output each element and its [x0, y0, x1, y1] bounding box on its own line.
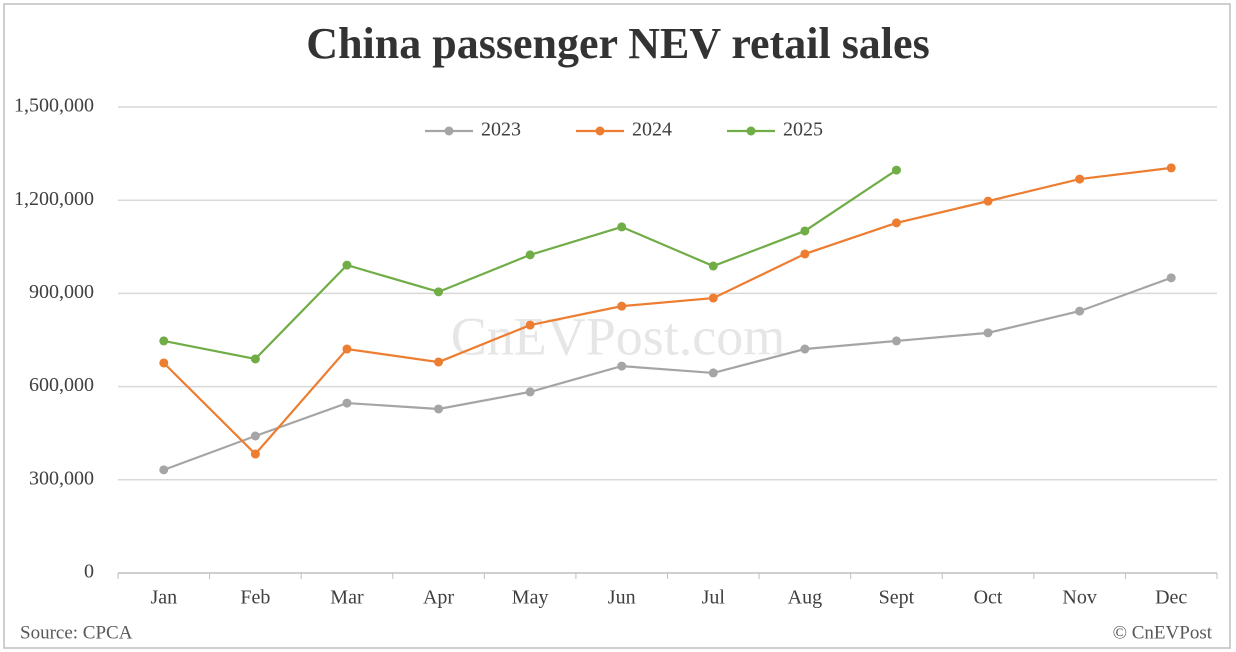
chart-title: China passenger NEV retail sales [306, 19, 929, 68]
point [434, 287, 444, 297]
y-tick-label: 1,500,000 [14, 95, 94, 117]
watermark: CnEVPost.com [451, 306, 786, 366]
point [250, 431, 260, 441]
series-line [163, 166, 1172, 456]
point [434, 404, 444, 414]
legend-marker [746, 126, 756, 136]
x-tick-label: Jan [150, 587, 177, 609]
x-tick-label: Mar [330, 587, 364, 609]
point [708, 368, 718, 378]
y-tick-label: 300,000 [29, 467, 94, 489]
point [525, 320, 535, 330]
legend-marker [595, 126, 605, 136]
point [1166, 273, 1176, 283]
point [891, 336, 901, 346]
y-tick-label: 1,200,000 [14, 188, 94, 210]
point [1075, 306, 1085, 316]
x-tick-label: Sept [879, 587, 915, 609]
point [434, 357, 444, 367]
point [342, 398, 352, 408]
legend-label: 2025 [783, 119, 823, 141]
point [525, 250, 535, 260]
y-tick-label: 0 [84, 561, 94, 583]
point [342, 260, 352, 270]
x-tick-label: Feb [240, 587, 270, 609]
point [250, 449, 260, 459]
point [708, 293, 718, 303]
x-tick-label: Nov [1062, 587, 1096, 609]
point [800, 226, 810, 236]
x-tick-label: Jul [702, 587, 726, 609]
point [159, 336, 169, 346]
x-tick-label: Dec [1155, 587, 1187, 609]
x-tick-label: Apr [423, 587, 454, 609]
legend-label: 2023 [481, 119, 521, 141]
point [617, 361, 627, 371]
x-tick-label: May [512, 587, 549, 609]
point [800, 344, 810, 354]
point [342, 344, 352, 354]
x-tick-label: Aug [788, 587, 822, 609]
legend-label: 2024 [632, 119, 672, 141]
point [250, 354, 260, 364]
point [159, 465, 169, 475]
point [617, 301, 627, 311]
legend-marker [444, 126, 454, 136]
point [983, 196, 993, 206]
y-tick-label: 900,000 [29, 281, 94, 303]
point [1166, 163, 1176, 173]
credit: © CnEVPost [1113, 622, 1213, 643]
x-tick-label: Oct [974, 587, 1003, 609]
y-tick-label: 600,000 [29, 374, 94, 396]
point [1075, 174, 1085, 184]
frame [3, 3, 1231, 649]
point [617, 222, 627, 232]
point [525, 387, 535, 397]
point [800, 249, 810, 259]
point [159, 358, 169, 368]
x-tick-label: Jun [608, 587, 636, 609]
point [891, 218, 901, 228]
series-line [163, 276, 1172, 471]
point [983, 328, 993, 338]
point [708, 261, 718, 271]
point [891, 165, 901, 175]
source: Source: CPCA [20, 622, 133, 643]
